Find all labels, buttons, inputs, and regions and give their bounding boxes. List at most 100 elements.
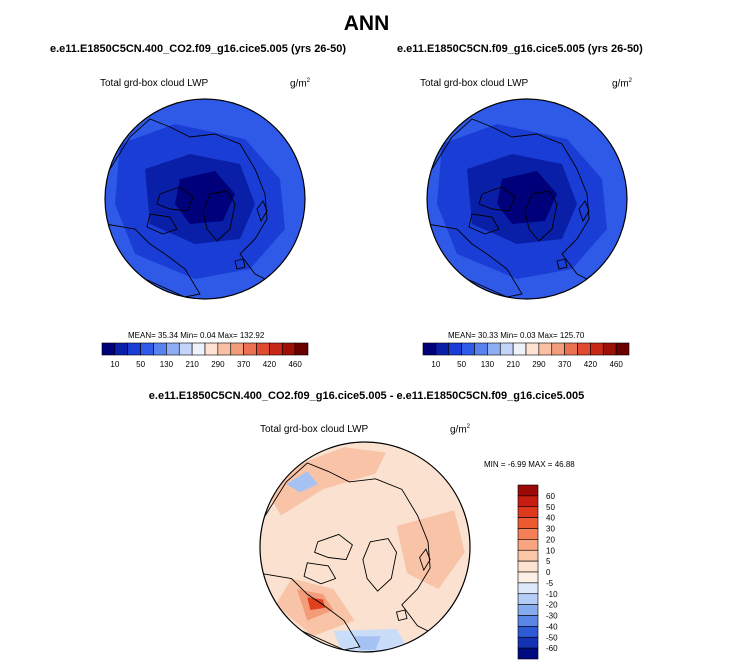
panel3-field-region-6: [286, 471, 318, 493]
panel3-field-region-1: [265, 447, 386, 516]
panel3-coastline-0: [362, 538, 397, 592]
panel1-colorbar-box-15: [294, 342, 309, 356]
panel2-colorbar-box-2: [448, 342, 462, 356]
panel2-coastline-0: [524, 190, 558, 242]
panel3-colorbar-box-14: [517, 636, 539, 649]
panel1-colorbar-label-2: 130: [160, 360, 174, 369]
panel1-colorbar-box-1: [114, 342, 129, 356]
panel2-title: e.e11.E1850C5CN.f09_g16.cice5.005 (yrs 2…: [397, 43, 643, 55]
panel1-colorbar: 10 50 130 210 290 370 420 460: [101, 342, 309, 369]
panel3-colorbar-label-10: -20: [546, 601, 558, 610]
panel3-colorbar-box-13: [517, 626, 539, 638]
panel3-map: [259, 441, 471, 653]
panel2-colorbar-label-6: 420: [584, 360, 598, 369]
panel3-colorbar-label-13: -50: [546, 633, 558, 642]
panel3-coastline-1: [314, 533, 353, 561]
panel1-colorbar-box-3: [140, 342, 154, 356]
panel3-stats: MIN = -6.99 MAX = 46.88: [484, 460, 575, 469]
panel1-colorbar-box-2: [127, 342, 141, 356]
panel2-colorbar-box-15: [615, 342, 630, 356]
panel3-units-exponent: 2: [466, 424, 471, 430]
panel2-colorbar-box-11: [564, 342, 578, 356]
panel2-colorbar-box-8: [525, 342, 540, 356]
panel3-colorbar-box-8: [517, 571, 539, 584]
panel3-variable: Total grd-box cloud LWP: [260, 424, 369, 435]
panel1-colorbar-label-4: 290: [211, 360, 225, 369]
panel2-coastline-1: [478, 186, 516, 212]
panel1-field: [105, 99, 305, 299]
panel2-colorbar-label-4: 290: [532, 360, 546, 369]
panel3-colorbar-box-9: [517, 582, 539, 595]
panel1-stats: MEAN= 35.34 Min= 0.04 Max= 132.92: [128, 331, 265, 340]
panel2-field-region-3: [497, 171, 557, 224]
panel2-colorbar-box-6: [499, 342, 514, 356]
panel3-colorbar-label-8: -5: [546, 579, 554, 588]
panel2-stats: MEAN= 30.33 Min= 0.03 Max= 125.70: [448, 331, 585, 340]
panel3-colorbar-box-6: [517, 549, 539, 562]
panel1-title: e.e11.E1850C5CN.400_CO2.f09_g16.cice5.00…: [50, 43, 346, 55]
panel3-colorbar-label-14: -60: [546, 644, 558, 653]
panel1-coastline-6: [256, 200, 268, 223]
panel3-coastline-5: [395, 609, 408, 622]
panel3-units-base: g/m: [450, 424, 467, 436]
panel2-colorbar-label-3: 210: [506, 360, 520, 369]
panel2-colorbar-label-2: 130: [481, 360, 495, 369]
panel2-colorbar-label-0: 10: [431, 360, 440, 369]
panel3-colorbar-box-10: [517, 593, 539, 605]
panel1-colorbar-label-5: 370: [237, 360, 251, 369]
panel2-colorbar-box-10: [551, 342, 565, 356]
panel2-map: [426, 98, 628, 300]
panel3-colorbar-label-2: 40: [546, 514, 555, 523]
panel2-colorbar-box-7: [512, 342, 527, 356]
panel1-colorbar-label-0: 10: [110, 360, 119, 369]
panel3-colorbar-label-4: 20: [546, 535, 555, 544]
panel3-colorbar-label-7: 0: [546, 568, 551, 577]
figure-title: ANN: [343, 12, 390, 35]
panel2-colorbar-box-13: [590, 342, 604, 356]
panel1-colorbar-box-7: [191, 342, 206, 356]
panel3-field-region-2: [396, 510, 465, 589]
panel2-coastline-5: [556, 258, 568, 270]
panel1-colorbar-box-13: [269, 342, 283, 356]
panel1-units-exponent: 2: [306, 78, 311, 84]
panel3-field-region-8: [354, 636, 381, 650]
panel2-map-border: [426, 98, 628, 300]
panel1-map-border: [104, 98, 306, 300]
panel2-colorbar-box-5: [487, 342, 501, 356]
panel2-variable: Total grd-box cloud LWP: [420, 78, 529, 89]
panel2-coastline-6: [578, 200, 590, 223]
panel2-field: [427, 99, 627, 299]
panel2-colorbar-box-4: [474, 342, 488, 356]
panel1-colorbar-box-14: [281, 342, 296, 356]
panel3-colorbar-label-12: -40: [546, 622, 558, 631]
panel1-colorbar-box-6: [178, 342, 193, 356]
panel3-colorbar-box-11: [517, 604, 539, 616]
panel2-units-base: g/m: [612, 78, 629, 90]
panel2-units-exponent: 2: [628, 78, 633, 84]
panel2-colorbar-box-14: [602, 342, 617, 356]
panel1-colorbar-box-9: [217, 342, 232, 356]
panel1-variable: Total grd-box cloud LWP: [100, 78, 209, 89]
panel1-colorbar-box-11: [243, 342, 257, 356]
panel2-colorbar: 10 50 130 210 290 370 420 460: [422, 342, 630, 369]
panel2-colorbar-label-5: 370: [558, 360, 572, 369]
panel3-colorbar-label-3: 30: [546, 525, 555, 534]
panel1-colorbar-box-0: [101, 342, 116, 356]
panel2-colorbar-label-7: 460: [609, 360, 623, 369]
panel3-colorbar-box-5: [517, 539, 539, 551]
panel3-colorbar-box-0: [517, 484, 539, 497]
panel1-coastline-4: [105, 99, 305, 285]
panel1-colorbar-label-1: 50: [136, 360, 145, 369]
panel3-colorbar-label-0: 60: [546, 492, 555, 501]
panel3-colorbar-box-2: [517, 506, 539, 518]
panel1-units: g/m2: [290, 78, 310, 89]
panel1-colorbar-label-3: 210: [185, 360, 199, 369]
panel1-coastline-5: [234, 258, 246, 270]
panel3-coastline-2: [303, 562, 337, 585]
panel3-field: [260, 442, 470, 652]
panel3-field-region-5: [307, 597, 326, 610]
panel1-colorbar-box-4: [153, 342, 167, 356]
panel1-colorbar-label-7: 460: [288, 360, 302, 369]
panel3-coastline-4: [260, 442, 470, 637]
